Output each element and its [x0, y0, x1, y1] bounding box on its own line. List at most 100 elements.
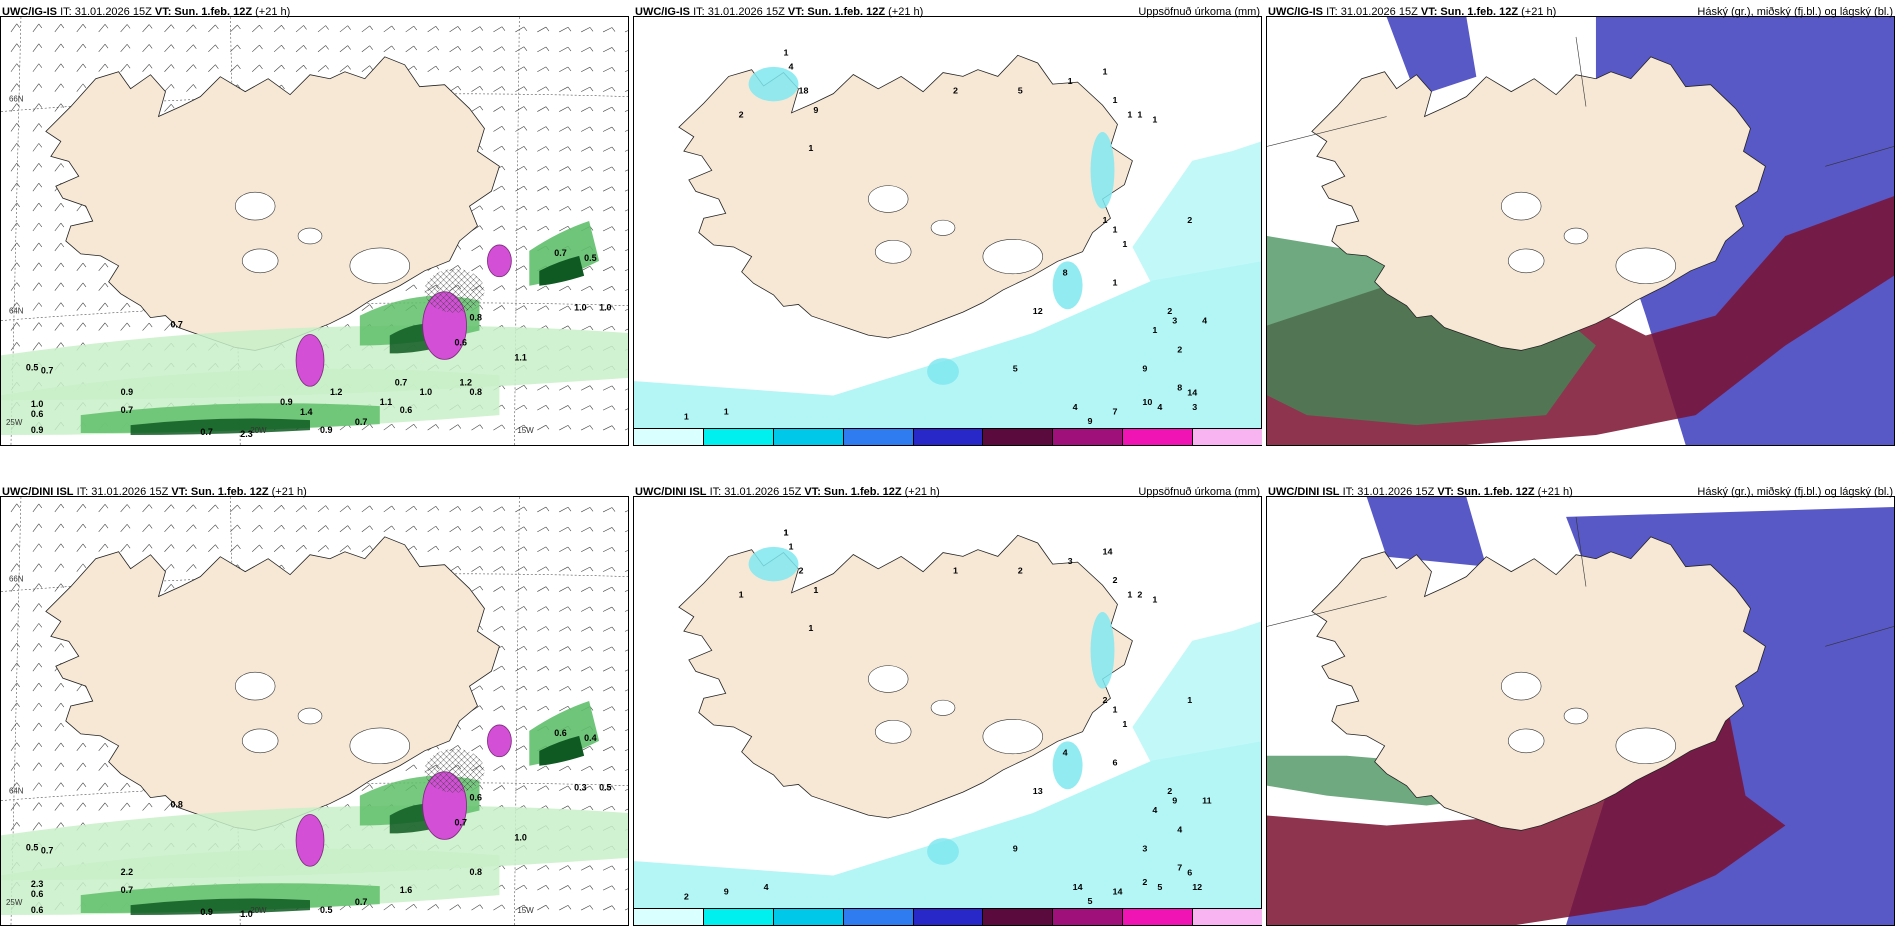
precip-area: [748, 546, 799, 582]
coord-label: 20W: [250, 906, 267, 915]
glacier: [930, 219, 956, 236]
glacier: [1500, 191, 1542, 221]
value-label: 1: [784, 527, 789, 537]
value-label: 0.9: [200, 907, 212, 917]
coord-label: 25W: [6, 418, 23, 427]
value-label: 5: [1018, 86, 1023, 96]
glacier: [234, 671, 276, 701]
value-label: 10: [1142, 397, 1152, 407]
map-frame[interactable]: 66N 64N 25W 20W 15W 0.7 0.5 1.0 1.0 0.8 0.6 0.7 0.5 0…: [0, 16, 629, 446]
glacier: [874, 719, 912, 744]
map-frame[interactable]: [1266, 16, 1895, 446]
value-label: 1: [1112, 705, 1117, 715]
value-label: 3: [1172, 316, 1177, 326]
value-label: 3: [1142, 844, 1147, 854]
value-label: 2: [953, 86, 958, 96]
map-frame[interactable]: 1 1 2 1 1 1 1 2 3 14 2 1 2 1 2 1 1 1 2 4 9 11 4 6 7 3 2 5 5 14 14 12 13 4…: [633, 496, 1262, 910]
value-label: 1: [1103, 215, 1108, 225]
precip-area: [1090, 611, 1115, 689]
value-label: 0.7: [170, 320, 182, 330]
value-label: 0.7: [455, 817, 467, 827]
value-label: 8: [1177, 383, 1182, 393]
value-label: 0.6: [400, 405, 412, 415]
value-label: 0.8: [470, 387, 482, 397]
value-label: 0.7: [41, 845, 53, 855]
lead-time: (+21 h): [1521, 6, 1557, 18]
glacier: [867, 665, 909, 693]
coord-label: 15W: [517, 906, 534, 915]
glacier: [874, 239, 912, 264]
colorbar: 110255075100150200400: [633, 908, 1262, 926]
value-label: 0.9: [280, 397, 292, 407]
value-label: 2: [798, 566, 803, 576]
value-label: 1: [808, 143, 813, 153]
value-label: 1: [1187, 695, 1192, 705]
value-label: 1: [1112, 95, 1117, 105]
value-label: 0.6: [455, 337, 467, 347]
value-label: 7: [1112, 407, 1117, 417]
coord-label: 20W: [250, 426, 267, 435]
lead-time: (+21 h): [255, 6, 291, 18]
value-label: 2: [1177, 345, 1182, 355]
map-frame[interactable]: [1266, 496, 1895, 926]
value-label: 0.7: [355, 897, 367, 907]
colorbar-segment: [702, 908, 774, 926]
colorbar-segment: [772, 428, 844, 446]
precip-area: [927, 838, 959, 865]
glacier: [982, 719, 1043, 755]
value-label: 0.5: [320, 905, 332, 915]
lead-time: (+21 h): [271, 486, 307, 498]
colorbar-segment: [702, 428, 774, 446]
value-label: 1: [684, 412, 689, 422]
value-label: 0.4: [584, 733, 596, 743]
value-label: 0.8: [470, 313, 482, 323]
value-label: 9: [1172, 796, 1177, 806]
value-label: 1: [1137, 110, 1142, 120]
glacier: [930, 699, 956, 716]
init-time: IT: 31.01.2026 15Z: [1326, 6, 1418, 18]
value-label: 0.6: [31, 905, 43, 915]
panel-header: UWC/DINI ISL IT: 31.01.2026 15Z VT: Sun.…: [1268, 486, 1573, 498]
value-label: 1: [1152, 595, 1157, 605]
value-label: 2: [1103, 695, 1108, 705]
value-label: 12: [1192, 882, 1202, 892]
panel-precip-dini: UWC/DINI ISL IT: 31.01.2026 15Z VT: Sun.…: [633, 480, 1262, 926]
value-label: 5: [1088, 896, 1093, 906]
colorbar-segment: [1122, 428, 1194, 446]
map-canvas: [1267, 497, 1894, 925]
glacier: [867, 185, 909, 213]
value-label: 1: [1152, 115, 1157, 125]
glacier: [234, 191, 276, 221]
value-label: 1: [1127, 590, 1132, 600]
value-label: 1.0: [31, 399, 43, 409]
value-label: 1.4: [300, 407, 312, 417]
map-frame[interactable]: 1 4 18 2 9 1 2 5 1 1 1 1 1 1 1 1 1 2 2 1 3 4 2 14 8 9 10 4 9 7 4 3 12 8 1 5…: [633, 16, 1262, 430]
colorbar-segment: [772, 908, 844, 926]
lead-time: (+21 h): [1537, 486, 1573, 498]
panel-header: UWC/IG-IS IT: 31.01.2026 15Z VT: Sun. 1.…: [1268, 6, 1556, 18]
value-label: 6: [1112, 757, 1117, 767]
value-label: 2: [1137, 590, 1142, 600]
value-label: 1: [1122, 239, 1127, 249]
value-label: 4: [764, 882, 769, 892]
value-label: 1: [1103, 67, 1108, 77]
colorbar-segment: [1052, 428, 1124, 446]
value-label: 14: [1112, 887, 1122, 897]
value-label: 0.9: [320, 425, 332, 435]
value-label: 1: [1152, 325, 1157, 335]
value-label: 4: [789, 62, 794, 72]
precip-area: [1052, 261, 1083, 310]
coord-label: 64N: [9, 787, 24, 796]
value-label: 1: [789, 542, 794, 552]
value-label: 0.3: [574, 783, 586, 793]
value-label: 9: [813, 105, 818, 115]
snow-depth-blob: [487, 724, 512, 758]
value-label: 0.7: [395, 377, 407, 387]
value-label: 4: [1063, 748, 1068, 758]
value-label: 6: [1187, 868, 1192, 878]
glacier: [1615, 247, 1676, 285]
value-label: 1.0: [420, 387, 432, 397]
value-label: 1.0: [574, 303, 586, 313]
map-frame[interactable]: 66N 64N 25W 20W 15W 0.6 0.4 0.3 0.5 0.6 0.7 0.8 0.5 0…: [0, 496, 629, 926]
valid-time: VT: Sun. 1.feb. 12Z: [804, 486, 902, 498]
